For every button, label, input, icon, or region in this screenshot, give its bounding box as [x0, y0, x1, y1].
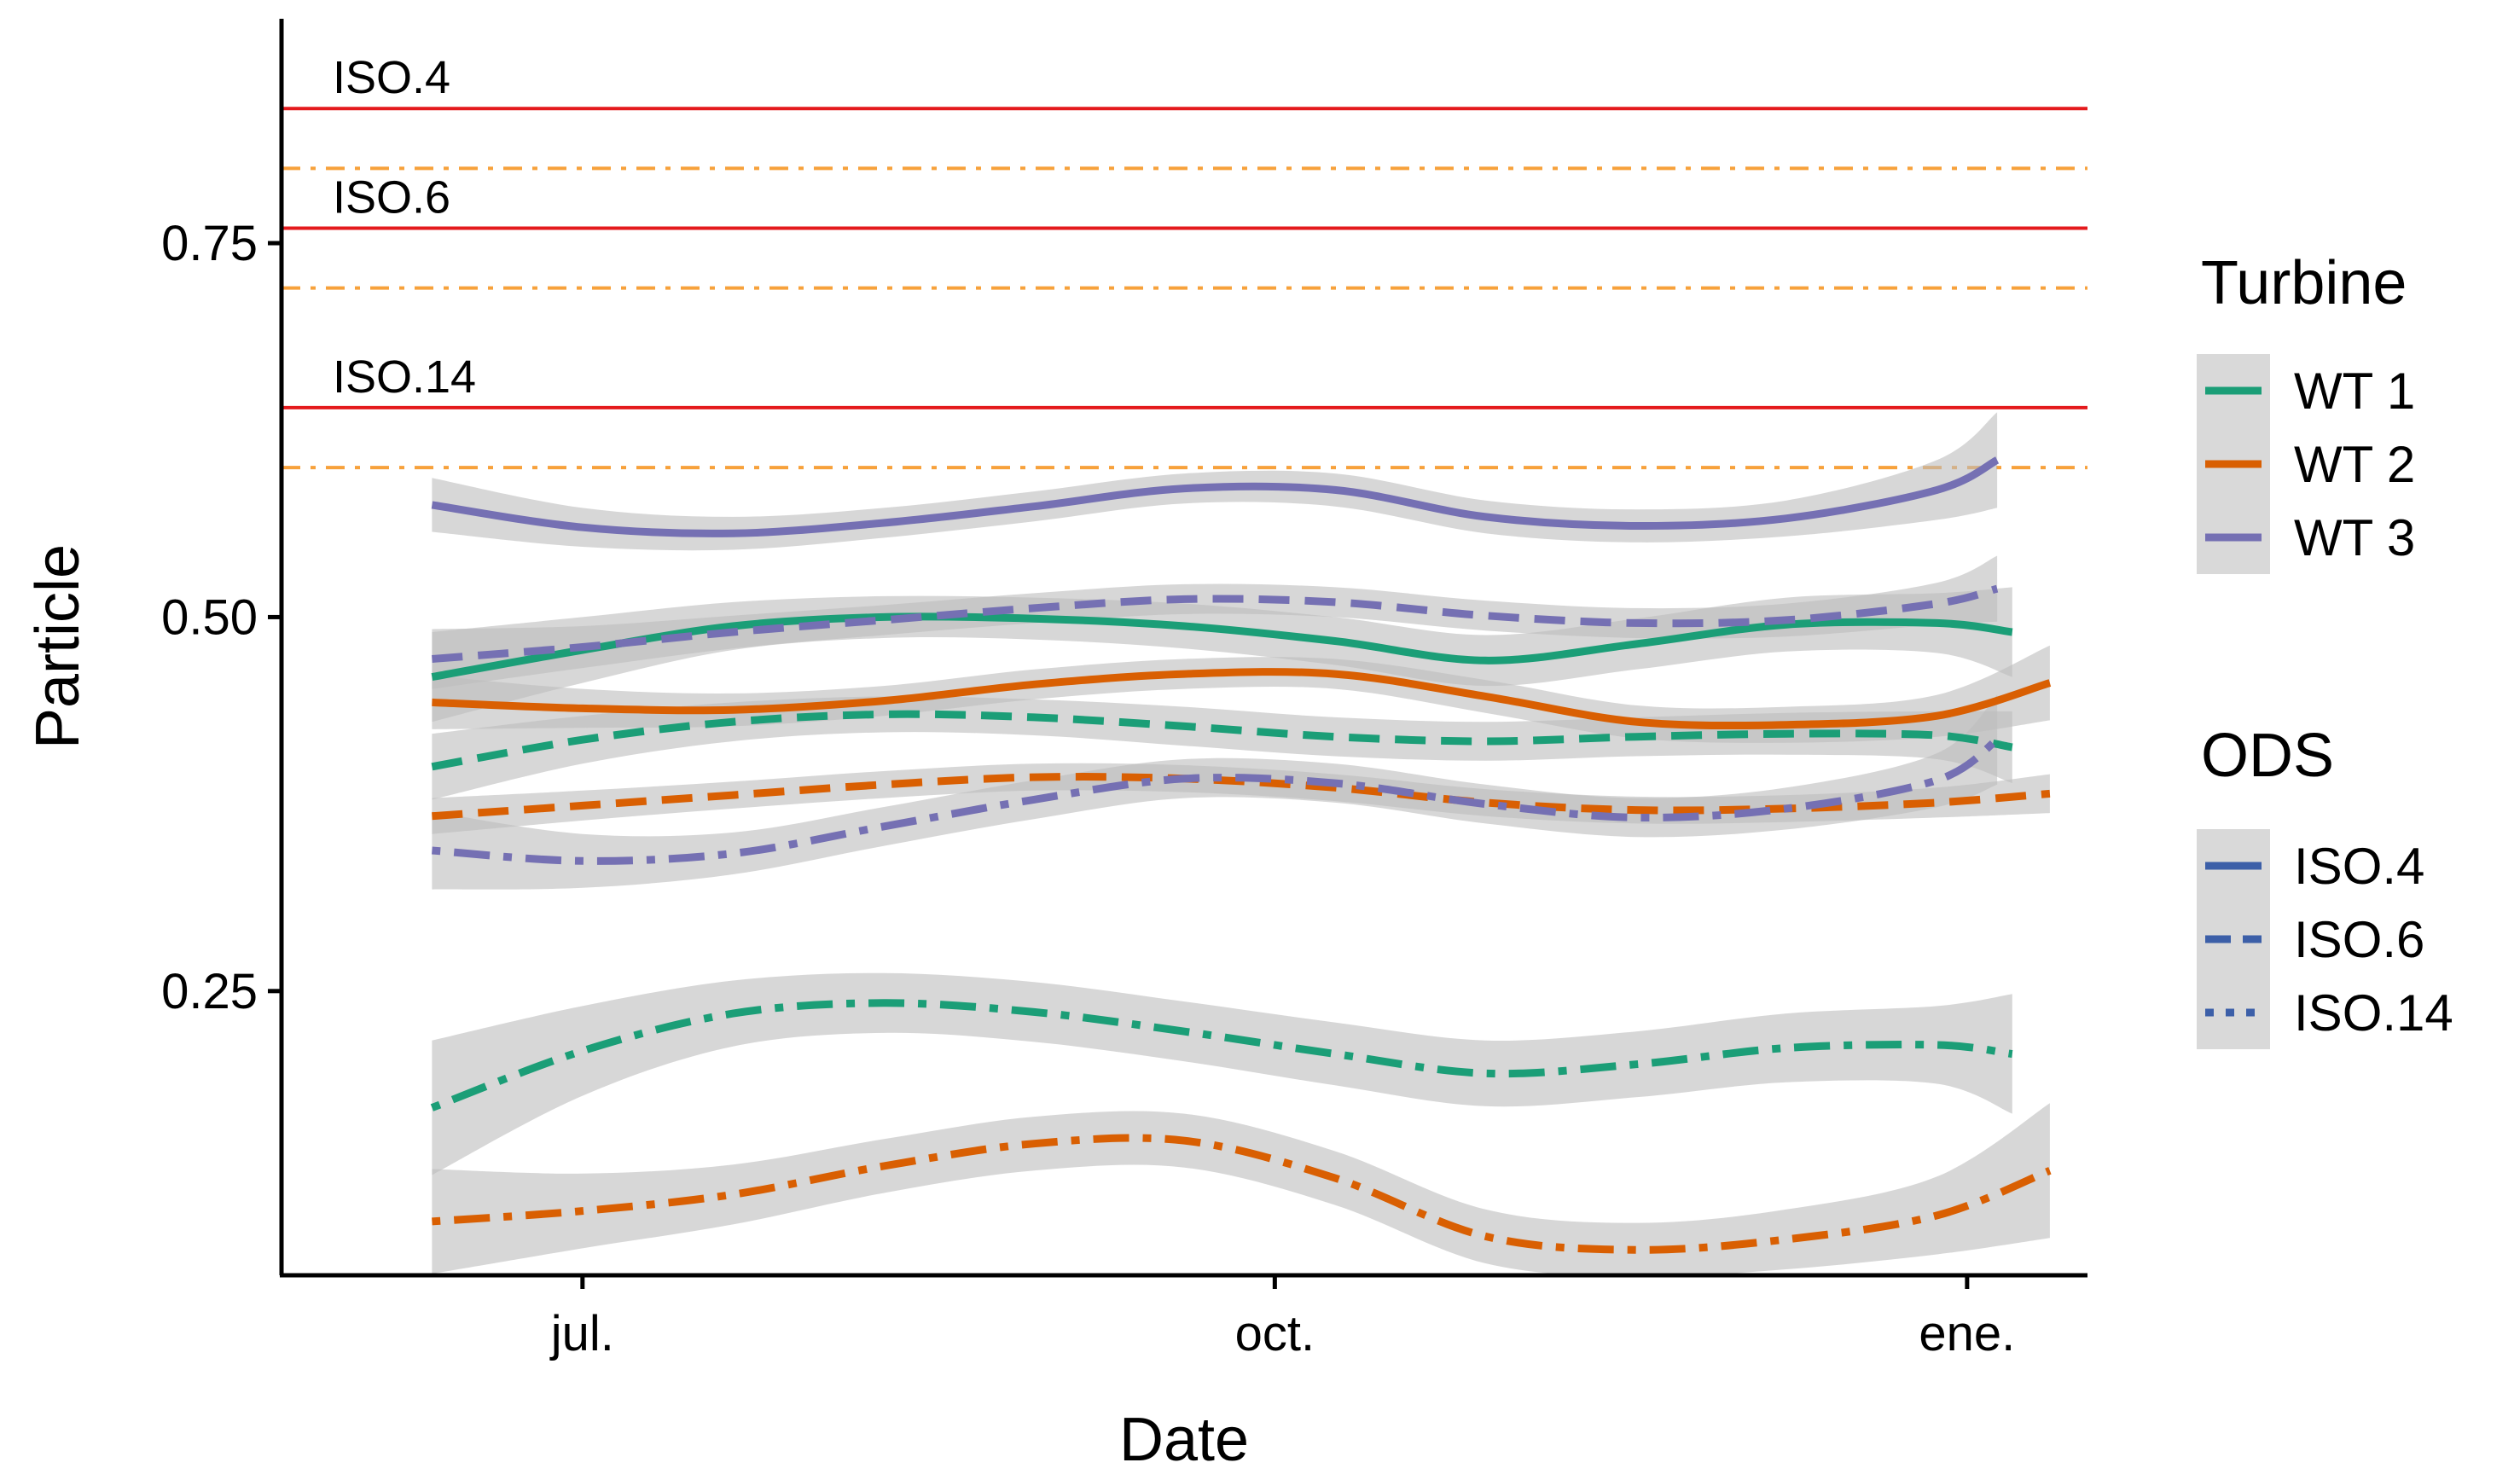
x-tick-label-ene: ene.	[1919, 1306, 2015, 1361]
series-line-wt-1-iso-6	[431, 710, 2013, 771]
reference-line-labels: ISO.4 ISO.6 ISO.14	[333, 52, 476, 403]
x-axis-title: Date	[1119, 1406, 1249, 1474]
legend: Turbine WT 1 WT 2 WT 3 ODS ISO.4 ISO.6 ISO.1…	[2197, 249, 2453, 1049]
reference-label-iso-14: ISO.14	[333, 351, 476, 403]
legend-label-iso-14: ISO.14	[2294, 984, 2453, 1042]
legend-label-wt-1: WT 1	[2294, 363, 2415, 420]
legend-title-ods: ODS	[2201, 722, 2334, 790]
series-line-wt-2-iso-4	[432, 668, 2052, 730]
ci-band-wt-1-iso-14	[432, 972, 2012, 1175]
ci-band-wt-3-iso-4	[432, 412, 1998, 551]
legend-label-iso-6: ISO.6	[2294, 911, 2424, 968]
series-line-wt-3-iso-14	[432, 736, 2000, 865]
x-tick-label-oct: oct.	[1235, 1306, 1315, 1361]
series-line-wt-2-iso-14	[432, 1134, 2052, 1254]
plot-panel	[282, 107, 2087, 1277]
ci-band-wt-2-iso-14	[432, 1103, 2050, 1277]
legend-label-wt-2: WT 2	[2294, 436, 2415, 493]
series-line-wt-1-iso-14	[430, 999, 2013, 1111]
legend-ods-keys: ISO.4 ISO.6 ISO.14	[2197, 829, 2453, 1049]
series-line-wt-3-iso-4	[431, 456, 2000, 537]
ci-band-wt-2-iso-4	[432, 645, 2050, 743]
reference-label-iso-4: ISO.4	[333, 52, 450, 103]
series-line-wt-3-iso-6	[432, 584, 1999, 663]
y-tick-label-0-50: 0.50	[161, 589, 258, 645]
y-tick-label-0-25: 0.25	[161, 964, 258, 1019]
x-axis-ticks: jul. oct. ene.	[549, 1275, 2015, 1361]
legend-label-iso-4: ISO.4	[2294, 838, 2424, 895]
y-axis-ticks: 0.25 0.50 0.75	[161, 216, 282, 1019]
legend-title-turbine: Turbine	[2201, 249, 2407, 317]
reference-label-iso-6: ISO.6	[333, 172, 450, 223]
y-axis-title: Particle	[24, 544, 92, 749]
legend-turbine-keys: WT 1 WT 2 WT 3	[2197, 354, 2415, 574]
series-line-wt-1-iso-4	[431, 612, 2013, 682]
legend-label-wt-3: WT 3	[2294, 509, 2415, 566]
y-tick-label-0-75: 0.75	[161, 216, 258, 271]
x-tick-label-jul: jul.	[549, 1306, 614, 1361]
